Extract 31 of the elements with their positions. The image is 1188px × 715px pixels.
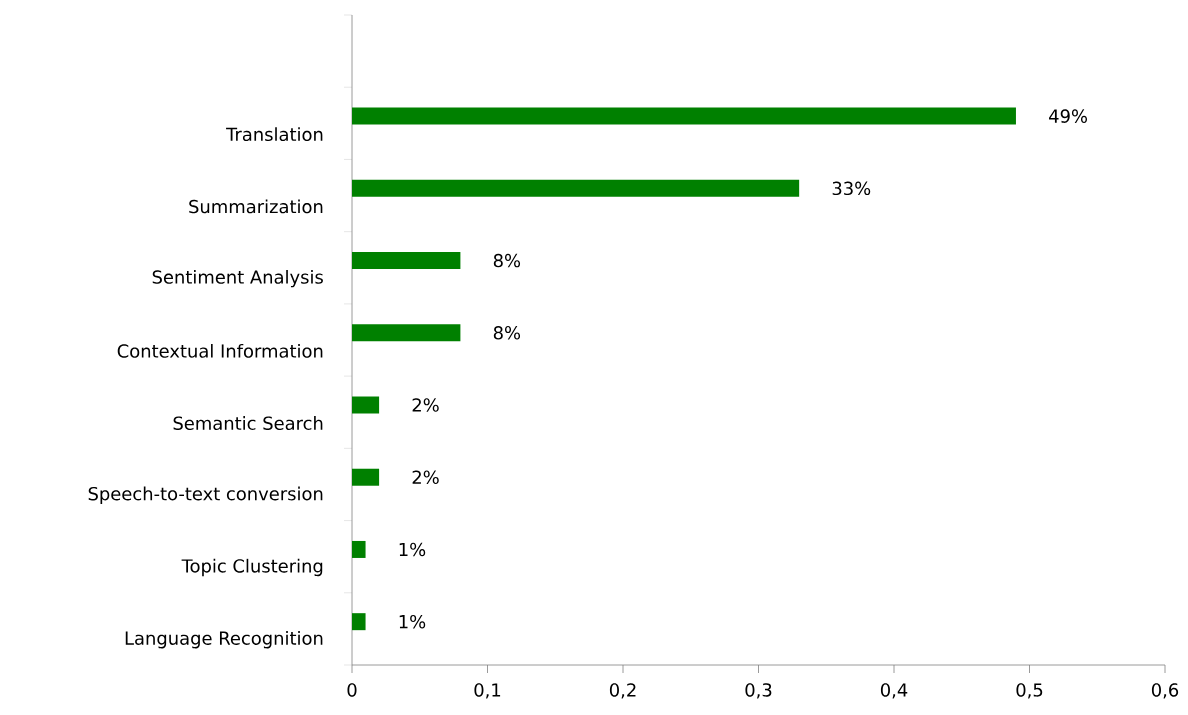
x-tick-label: 0,1	[474, 683, 501, 699]
y-tick-label: Sentiment Analysis	[152, 269, 323, 288]
data-label: 8%	[493, 326, 521, 340]
data-label: 49%	[1049, 109, 1088, 123]
data-label: 8%	[493, 253, 521, 268]
bar	[352, 324, 461, 342]
bar	[352, 396, 380, 414]
x-tick-label: 0,6	[1151, 683, 1179, 699]
data-label: 1%	[399, 614, 426, 629]
data-label: 33%	[832, 181, 871, 196]
bar	[352, 179, 800, 197]
bar	[352, 252, 461, 270]
data-label: 2%	[412, 470, 439, 485]
y-tick-label: Speech-to-text conversion	[88, 486, 323, 504]
bar	[352, 468, 380, 486]
x-tick-label: 0	[347, 683, 357, 697]
bar	[352, 613, 366, 631]
data-label: 1%	[399, 542, 426, 557]
x-tick-label: 0,2	[609, 683, 636, 699]
x-tick-label: 0,3	[745, 683, 772, 699]
y-tick-label: Summarization	[189, 199, 323, 214]
bar	[352, 107, 1016, 125]
y-tick-label: Contextual Information	[117, 343, 323, 358]
y-tick-label: Topic Clustering	[181, 558, 323, 577]
data-label: 2%	[412, 398, 439, 412]
bar	[352, 540, 366, 558]
y-tick-label: Semantic Search	[173, 416, 323, 430]
x-tick-label: 0,4	[880, 683, 908, 699]
x-tick-label: 0,5	[1016, 683, 1043, 699]
y-tick-label: Translation	[226, 127, 323, 142]
y-tick-label: Language Recognition	[125, 631, 323, 649]
